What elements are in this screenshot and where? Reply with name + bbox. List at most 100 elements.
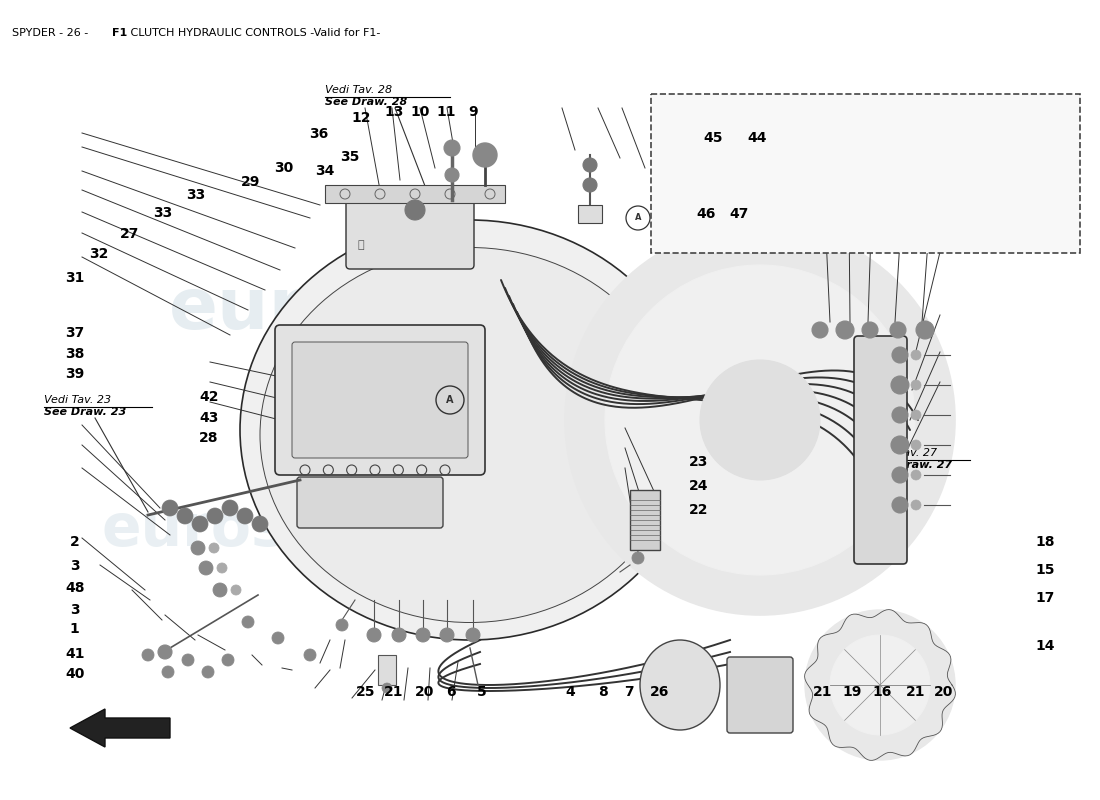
Ellipse shape — [260, 247, 680, 622]
Text: SPYDER - 26 -: SPYDER - 26 - — [12, 28, 88, 38]
Circle shape — [222, 654, 234, 666]
Circle shape — [162, 500, 178, 516]
Text: 37: 37 — [65, 326, 85, 340]
Circle shape — [236, 508, 253, 524]
Circle shape — [192, 516, 208, 532]
Circle shape — [805, 610, 955, 760]
Text: 4: 4 — [565, 685, 574, 699]
Text: 34: 34 — [315, 164, 334, 178]
Text: 44: 44 — [747, 130, 767, 145]
Circle shape — [446, 168, 459, 182]
FancyBboxPatch shape — [275, 325, 485, 475]
Text: eurosparts: eurosparts — [168, 275, 612, 345]
Text: 16: 16 — [872, 685, 892, 699]
Text: 6: 6 — [447, 685, 455, 699]
FancyBboxPatch shape — [297, 477, 443, 528]
Text: 10: 10 — [410, 105, 430, 119]
Text: 15: 15 — [1035, 562, 1055, 577]
Text: 7: 7 — [625, 685, 634, 699]
Circle shape — [892, 467, 907, 483]
Text: 11: 11 — [437, 105, 456, 119]
Ellipse shape — [640, 640, 720, 730]
Circle shape — [367, 628, 381, 642]
Text: A: A — [635, 214, 641, 222]
Text: 5: 5 — [477, 685, 486, 699]
Circle shape — [911, 440, 921, 450]
Text: 43: 43 — [199, 410, 219, 425]
Circle shape — [162, 666, 174, 678]
Text: 8: 8 — [598, 685, 607, 699]
Text: See Draw. 27: See Draw. 27 — [870, 460, 953, 470]
Circle shape — [583, 178, 597, 192]
Circle shape — [142, 649, 154, 661]
Text: 20: 20 — [934, 685, 954, 699]
Circle shape — [605, 265, 915, 575]
Text: 28: 28 — [199, 431, 219, 446]
Text: 33: 33 — [186, 188, 206, 202]
Circle shape — [916, 321, 934, 339]
Text: 26: 26 — [650, 685, 670, 699]
Text: 1: 1 — [70, 622, 79, 636]
Circle shape — [700, 360, 820, 480]
Circle shape — [213, 583, 227, 597]
Circle shape — [911, 470, 921, 480]
Text: Vedi Tav. 27: Vedi Tav. 27 — [870, 448, 937, 458]
Circle shape — [202, 666, 215, 678]
Text: ⬛: ⬛ — [358, 240, 364, 250]
Text: 42: 42 — [199, 390, 219, 404]
Circle shape — [272, 632, 284, 644]
Text: 18: 18 — [1035, 535, 1055, 550]
Text: Vedi Tav. 23: Vedi Tav. 23 — [44, 395, 111, 405]
Circle shape — [392, 628, 406, 642]
Text: 36: 36 — [309, 127, 329, 142]
Text: 9: 9 — [469, 105, 477, 119]
Text: 48: 48 — [65, 581, 85, 595]
Text: 33: 33 — [153, 206, 173, 220]
Circle shape — [242, 616, 254, 628]
Circle shape — [911, 410, 921, 420]
Circle shape — [466, 628, 480, 642]
Text: 21: 21 — [813, 685, 833, 699]
Circle shape — [892, 407, 907, 423]
Circle shape — [217, 563, 227, 573]
Text: 47: 47 — [729, 207, 749, 222]
FancyBboxPatch shape — [854, 336, 908, 564]
Text: 31: 31 — [65, 271, 85, 286]
Circle shape — [158, 645, 172, 659]
Circle shape — [222, 500, 238, 516]
Circle shape — [890, 322, 906, 338]
Text: 21: 21 — [384, 685, 404, 699]
Text: CLUTCH HYDRAULIC CONTROLS -Valid for F1-: CLUTCH HYDRAULIC CONTROLS -Valid for F1- — [126, 28, 381, 38]
Text: 23: 23 — [689, 455, 708, 470]
Circle shape — [304, 649, 316, 661]
Circle shape — [182, 654, 194, 666]
Text: 45: 45 — [703, 130, 723, 145]
Text: 35: 35 — [340, 150, 360, 164]
Text: 3: 3 — [70, 559, 79, 574]
Text: 2: 2 — [70, 535, 79, 550]
Circle shape — [862, 322, 878, 338]
Text: 20: 20 — [415, 685, 434, 699]
Text: 3: 3 — [70, 602, 79, 617]
Bar — [378, 655, 396, 685]
Circle shape — [191, 541, 205, 555]
FancyBboxPatch shape — [727, 657, 793, 733]
Text: See Draw. 28: See Draw. 28 — [324, 97, 407, 107]
Text: 14: 14 — [1035, 639, 1055, 654]
Text: 12: 12 — [351, 111, 371, 126]
Text: 32: 32 — [89, 247, 109, 262]
Text: See Draw. 23: See Draw. 23 — [44, 407, 127, 417]
Text: 41: 41 — [65, 646, 85, 661]
Circle shape — [892, 347, 907, 363]
Circle shape — [473, 143, 497, 167]
Text: 17: 17 — [1035, 591, 1055, 606]
Text: 40: 40 — [65, 666, 85, 681]
Bar — [630, 490, 660, 550]
Text: 21: 21 — [905, 685, 925, 699]
Text: F1: F1 — [112, 28, 128, 38]
Circle shape — [440, 628, 454, 642]
Text: 29: 29 — [241, 175, 261, 190]
Text: Vedi Tav. 28: Vedi Tav. 28 — [324, 85, 392, 95]
Circle shape — [209, 543, 219, 553]
Circle shape — [830, 635, 930, 735]
